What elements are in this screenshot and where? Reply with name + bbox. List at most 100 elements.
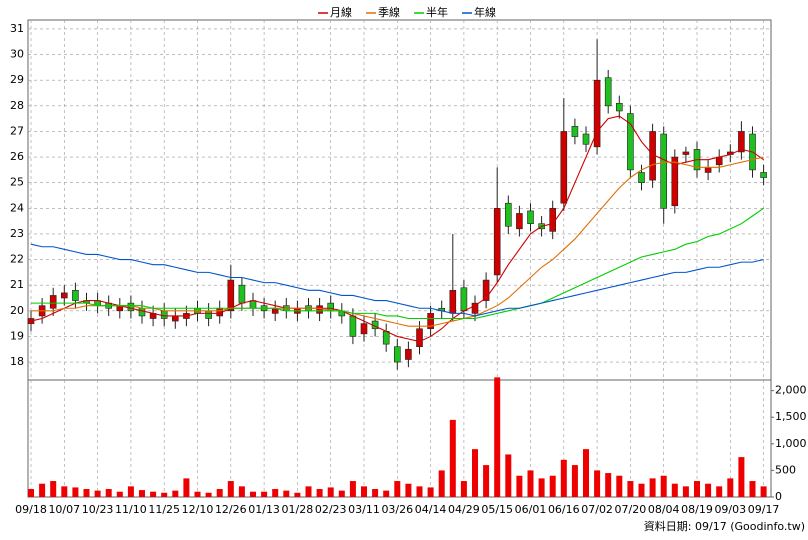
x-tick-label: 03/26 [381,503,413,516]
x-tick-label: 01/28 [282,503,314,516]
volume-bar [616,475,623,497]
candle-body [60,292,68,299]
x-tick-label: 09/17 [748,503,780,516]
volume-bar [649,478,656,497]
candle-body [393,346,401,363]
volume-bar [705,483,712,497]
volume-bar [72,487,79,497]
volume-bar [216,489,223,497]
volume-bar [671,483,678,497]
volume-bar [50,481,57,497]
legend-label: 季線 [378,5,400,19]
volume-bar [682,486,689,497]
candle-body [327,302,335,312]
y-tick-label: 20 [10,304,24,317]
candle-body [571,126,579,137]
volume-bar [438,470,445,497]
volume-bar [139,490,145,497]
y-tick-label: 24 [10,201,24,214]
volume-bar [760,486,767,497]
candle-body [760,172,767,178]
volume-bar [238,486,245,497]
y-tick-label: 28 [10,99,24,112]
volume-bar [116,491,123,497]
volume-tick-label: 1,000 [775,437,807,450]
volume-bar [272,489,279,497]
volume-bar [394,481,401,497]
candle-body [615,102,623,112]
volume-bar [749,481,756,497]
volume-bar [361,486,367,497]
volume-tick-label: 2,000 [775,384,807,397]
candle-body [504,202,512,227]
volume-bar [61,486,68,497]
volume-bar [383,490,390,497]
candle-body [516,213,523,230]
volume-bar [638,483,645,497]
candle-body [593,79,601,148]
y-tick-label: 26 [10,150,24,163]
volume-bar [738,457,745,497]
volume-bar [427,487,434,497]
y-tick-label: 21 [10,278,24,291]
x-tick-label: 12/26 [215,503,247,516]
volume-bar [716,486,723,497]
candle-body [405,348,412,360]
candle-body [715,156,723,166]
moving-average-line [30,243,764,317]
volume-bar [105,489,112,497]
candle-body [704,167,712,173]
y-tick-label: 18 [10,355,24,368]
candle-body [127,302,135,312]
candle-body [160,310,168,319]
volume-bar [538,478,545,497]
volume-bar [327,487,334,497]
volume-bar [250,491,256,497]
volume-bar [283,490,290,497]
candle-body [449,290,457,314]
x-tick-label: 12/10 [182,503,214,516]
volume-tick-label: 0 [775,490,782,503]
x-tick-label: 05/15 [481,503,513,516]
volume-bar [416,486,423,497]
candle-body [493,208,501,276]
volume-tick-label: 500 [775,463,796,476]
candle-body [660,133,668,209]
volume-bar [472,449,478,497]
x-tick-label: 02/23 [315,503,347,516]
volume-bar [594,470,601,497]
y-tick-label: 29 [10,73,24,86]
volume-bar [127,486,134,497]
x-tick-label: 03/11 [348,503,380,516]
candle-body [638,172,645,184]
x-tick-label: 11/10 [115,503,147,516]
candle-body [360,323,368,335]
volume-bar [483,465,490,497]
candle-body [316,305,323,314]
volume-bar [694,481,700,497]
volume-bar [227,481,234,497]
volume-bar [305,486,312,497]
candle-body [382,331,390,345]
moving-average-line [30,115,764,343]
volume-bar [372,489,379,497]
moving-average-line [31,207,764,320]
legend-label: 年線 [474,5,496,19]
x-tick-label: 04/29 [448,503,480,516]
candle-body [205,310,212,319]
volume-bar [161,492,168,497]
candle-body [560,131,568,204]
x-tick-label: 10/23 [82,503,114,516]
candle-body [172,315,179,322]
x-tick-label: 07/02 [581,503,613,516]
y-tick-label: 22 [10,253,24,266]
x-tick-label: 07/20 [615,503,647,516]
volume-bar [627,481,634,497]
candle-body [427,313,434,330]
plot-frame [27,19,772,498]
volume-bar [583,449,589,497]
volume-bar [83,489,90,497]
x-tick-label: 08/04 [648,503,680,516]
y-tick-label: 19 [10,329,24,342]
